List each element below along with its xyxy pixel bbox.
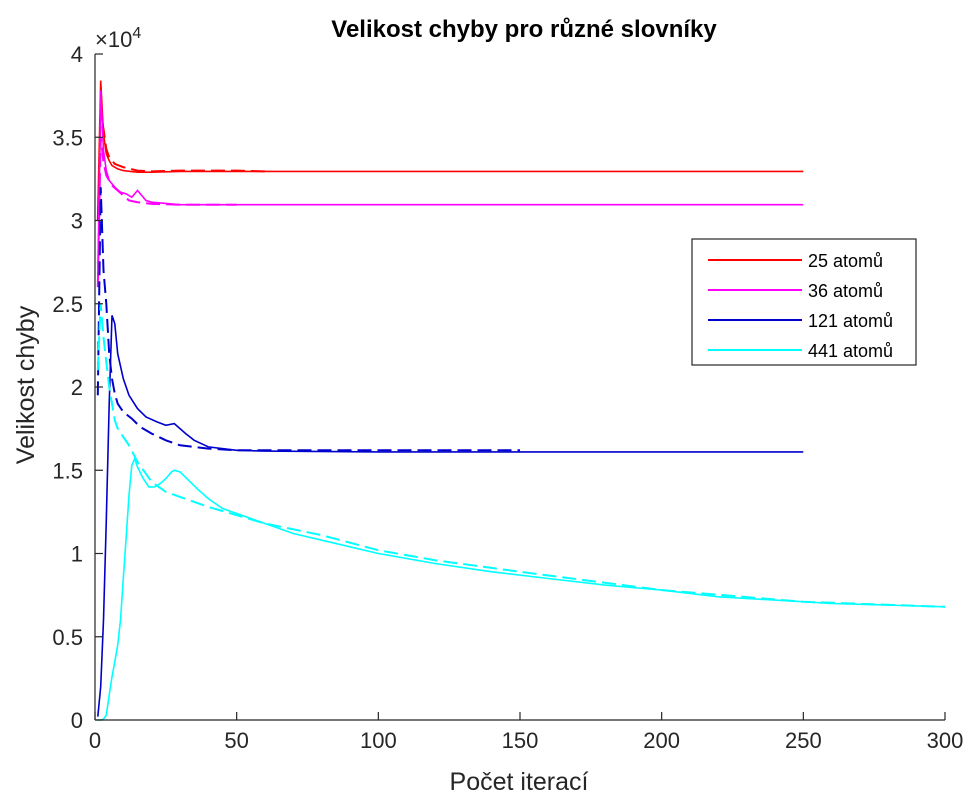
x-axis-label: Počet iterací bbox=[450, 768, 589, 796]
legend-items: 25 atomů 36 atomů 121 atomů 441 atomů bbox=[708, 251, 893, 361]
x-tick-label: 50 bbox=[224, 728, 248, 753]
x-tick-label: 0 bbox=[89, 728, 101, 753]
chart-title: Velikost chyby pro různé slovníky bbox=[331, 16, 717, 43]
y-tick-label: 3 bbox=[71, 209, 83, 234]
legend-label: 441 atomů bbox=[808, 341, 893, 361]
x-tick-label: 250 bbox=[785, 728, 822, 753]
y-exponent-label: ×104 bbox=[95, 25, 141, 52]
y-tick-label: 2.5 bbox=[52, 292, 83, 317]
legend-label: 121 atomů bbox=[808, 311, 893, 331]
series-121-atomů-solid-line bbox=[97, 315, 804, 717]
x-tick-label: 300 bbox=[927, 728, 964, 753]
plot-area: 0 50 100 150 200 250 300 0 0.5 1 1.5 2 2.5 3 3.5 4 bbox=[52, 42, 963, 753]
y-tick-label: 1 bbox=[71, 542, 83, 567]
legend-label: 25 atomů bbox=[808, 251, 883, 271]
series-36-atomů-solid-line bbox=[97, 90, 804, 279]
y-tick-label: 1.5 bbox=[52, 458, 83, 483]
y-axis-label: Velikost chyby bbox=[12, 305, 40, 464]
y-exponent-power: 4 bbox=[132, 25, 141, 42]
y-tick-label: 2 bbox=[71, 375, 83, 400]
series-25-atomů-solid-line bbox=[97, 80, 804, 213]
series-441-atomů-dashed-line bbox=[96, 303, 946, 608]
y-tick-label: 3.5 bbox=[52, 125, 83, 150]
y-exponent-base: ×10 bbox=[95, 27, 132, 52]
legend: 25 atomů 36 atomů 121 atomů 441 atomů bbox=[691, 238, 917, 366]
series-441-atomů-solid-line bbox=[97, 456, 946, 721]
y-ticks: 0 0.5 1 1.5 2 2.5 3 3.5 4 bbox=[52, 42, 103, 733]
x-tick-label: 100 bbox=[360, 728, 397, 753]
x-ticks: 0 50 100 150 200 250 300 bbox=[89, 712, 963, 753]
series-36-atomů-dashed-line bbox=[96, 137, 237, 288]
x-tick-label: 200 bbox=[643, 728, 680, 753]
series-layer bbox=[96, 80, 946, 721]
y-tick-label: 0.5 bbox=[52, 625, 83, 650]
y-tick-label: 4 bbox=[71, 42, 83, 67]
y-tick-label: 0 bbox=[71, 708, 83, 733]
legend-label: 36 atomů bbox=[808, 281, 883, 301]
series-121-atomů-dashed-line bbox=[96, 187, 520, 452]
x-tick-label: 150 bbox=[502, 728, 539, 753]
